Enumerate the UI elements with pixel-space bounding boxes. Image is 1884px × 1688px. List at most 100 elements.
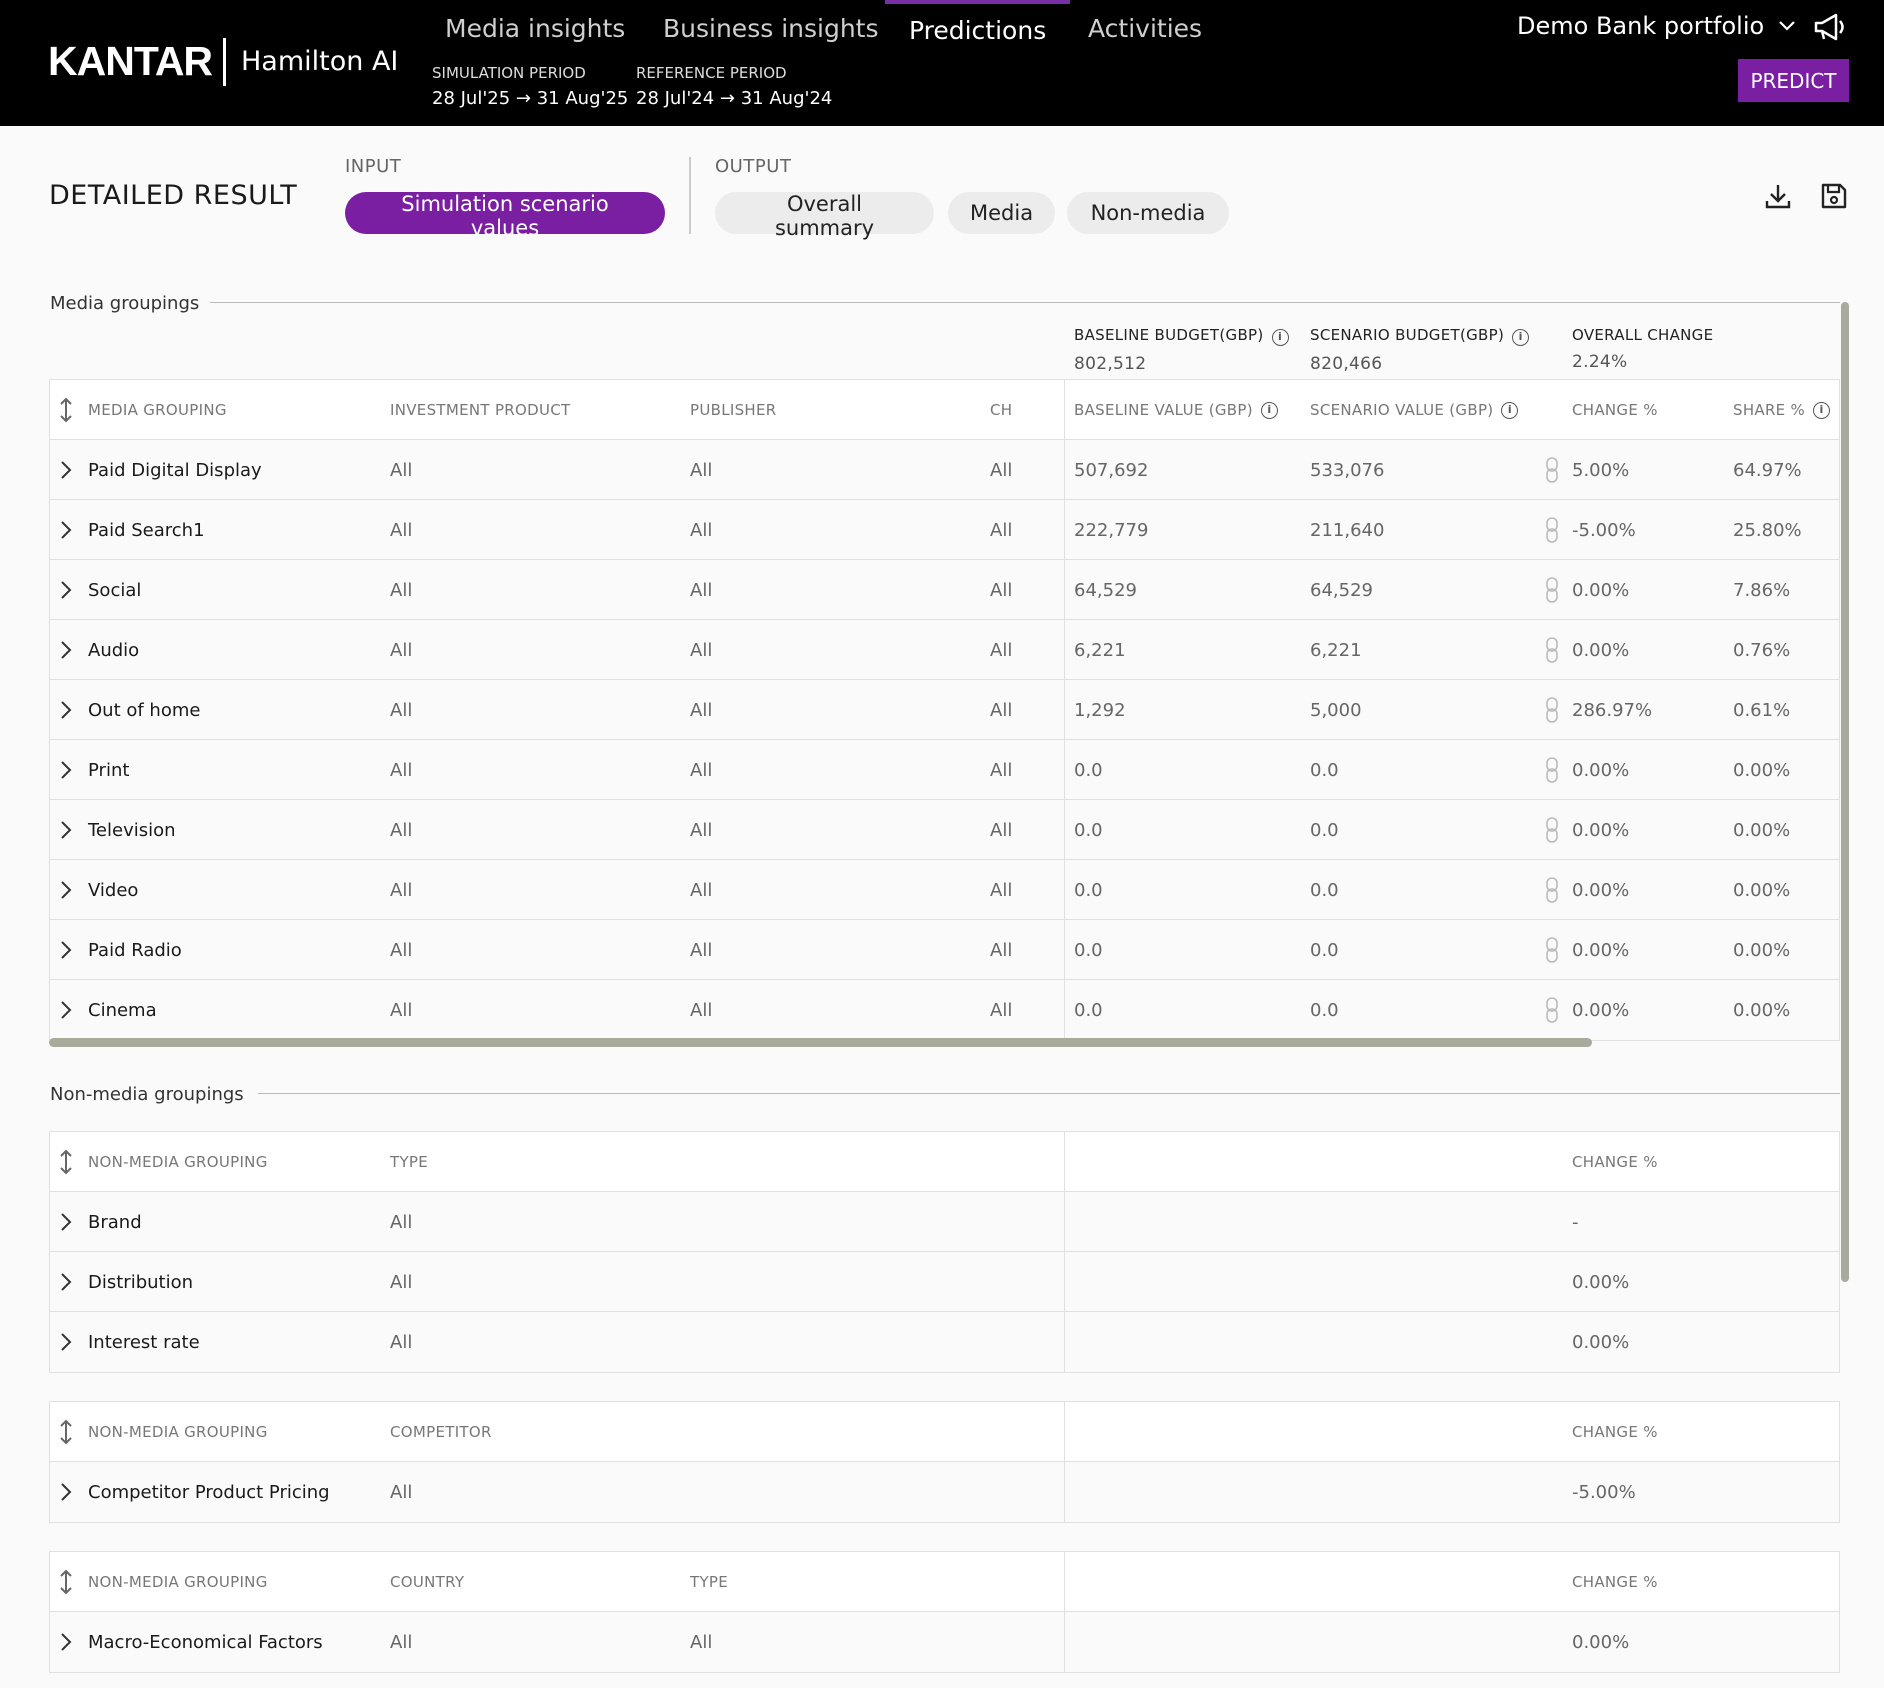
chevron-right-icon[interactable] (56, 758, 76, 782)
link-icon[interactable] (1544, 756, 1560, 784)
table-row[interactable]: Paid Digital Display All All All 507,692 533,… (50, 440, 1839, 500)
column-divider (1064, 1312, 1065, 1372)
chevron-right-icon[interactable] (56, 938, 76, 962)
nav-activities[interactable]: Activities (1088, 13, 1203, 43)
nav-predictions[interactable]: Predictions (885, 0, 1071, 56)
investment-product-cell: All (390, 879, 413, 901)
change-cell: 0.00% (1572, 819, 1630, 841)
download-icon[interactable] (1762, 180, 1794, 212)
table-row[interactable]: Video All All All 0.0 0.0 0.00% 0.00% (50, 860, 1839, 920)
link-icon[interactable] (1544, 816, 1560, 844)
column-header[interactable]: COUNTRY (390, 1573, 465, 1591)
table-row[interactable]: Print All All All 0.0 0.0 0.00% 0.00% (50, 740, 1839, 800)
portfolio-selector[interactable]: Demo Bank portfolio (1517, 12, 1796, 40)
sort-icon[interactable] (56, 396, 76, 424)
table-row[interactable]: Audio All All All 6,221 6,221 0.00% 0.76% (50, 620, 1839, 680)
chevron-right-icon[interactable] (56, 1630, 76, 1654)
table-row[interactable]: Paid Search1 All All All 222,779 211,640 -5.00… (50, 500, 1839, 560)
investment-product-cell: All (390, 939, 413, 961)
chevron-right-icon[interactable] (56, 818, 76, 842)
table-row[interactable]: Macro-Economical Factors All All 0.00% (50, 1612, 1839, 1672)
chevron-right-icon[interactable] (56, 458, 76, 482)
column-header[interactable]: INVESTMENT PRODUCT (390, 401, 571, 419)
column-header[interactable]: CHANGE % (1572, 1153, 1658, 1171)
ch-cell: All (990, 939, 1013, 961)
info-icon[interactable]: i (1813, 401, 1831, 419)
table-row[interactable]: Out of home All All All 1,292 5,000 286.97% 0.6… (50, 680, 1839, 740)
link-icon[interactable] (1544, 636, 1560, 664)
chevron-right-icon[interactable] (56, 1210, 76, 1234)
chevron-right-icon[interactable] (56, 518, 76, 542)
chevron-right-icon[interactable] (56, 638, 76, 662)
column-header[interactable]: TYPE (390, 1153, 429, 1171)
column-header[interactable]: PUBLISHER (690, 401, 777, 419)
column-header[interactable]: BASELINE VALUE (GBP) i (1074, 380, 1278, 440)
link-icon[interactable] (1544, 456, 1560, 484)
horizontal-scrollbar[interactable] (49, 1038, 1592, 1047)
column-header[interactable]: SHARE % i (1733, 380, 1831, 440)
nav-media-insights[interactable]: Media insights (445, 13, 626, 43)
nav-business-insights[interactable]: Business insights (663, 13, 879, 43)
tab-non-media[interactable]: Non-media (1067, 192, 1229, 234)
column-header-label: SHARE % (1733, 401, 1806, 419)
link-icon[interactable] (1544, 936, 1560, 964)
sort-icon[interactable] (56, 1418, 76, 1446)
vertical-scrollbar[interactable] (1841, 302, 1849, 1282)
table-row[interactable]: Distribution All 0.00% (50, 1252, 1839, 1312)
sort-icon[interactable] (56, 1148, 76, 1176)
publisher-cell: All (690, 759, 713, 781)
chevron-right-icon[interactable] (56, 1270, 76, 1294)
info-icon[interactable]: i (1501, 401, 1519, 419)
column-header[interactable]: SCENARIO VALUE (GBP) i (1310, 380, 1519, 440)
info-icon[interactable]: i (1512, 329, 1530, 346)
column-divider (1064, 860, 1065, 919)
table-row[interactable]: Interest rate All 0.00% (50, 1312, 1839, 1372)
link-icon[interactable] (1544, 876, 1560, 904)
link-icon[interactable] (1544, 696, 1560, 724)
table-row[interactable]: Television All All All 0.0 0.0 0.00% 0.00% (50, 800, 1839, 860)
table-row[interactable]: Brand All - (50, 1192, 1839, 1252)
column-header[interactable]: CHANGE % (1572, 1573, 1658, 1591)
table-row[interactable]: Social All All All 64,529 64,529 0.00% 7.86% (50, 560, 1839, 620)
column-header[interactable]: CH (990, 401, 1013, 419)
info-icon[interactable]: i (1260, 401, 1278, 419)
chevron-right-icon[interactable] (56, 998, 76, 1022)
sort-icon[interactable] (56, 1568, 76, 1596)
column-header[interactable]: TYPE (690, 1573, 729, 1591)
tab-overall-summary[interactable]: Overall summary (715, 192, 934, 240)
column-header[interactable]: COMPETITOR (390, 1423, 492, 1441)
chevron-right-icon[interactable] (56, 1480, 76, 1504)
publisher-cell: All (690, 939, 713, 961)
predict-button[interactable]: PREDICT (1738, 59, 1849, 102)
change-cell: -5.00% (1572, 519, 1636, 541)
column-header[interactable]: MEDIA GROUPING (88, 401, 227, 419)
investment-product-cell: All (390, 579, 413, 601)
tab-simulation-scenario-values[interactable]: Simulation scenario values (345, 192, 665, 240)
table-row[interactable]: Paid Radio All All All 0.0 0.0 0.00% 0.00% (50, 920, 1839, 980)
megaphone-icon[interactable] (1812, 12, 1850, 42)
baseline-value-cell: 0.0 (1074, 819, 1103, 841)
info-icon[interactable]: i (1271, 329, 1289, 346)
input-label: INPUT (345, 156, 402, 177)
link-icon[interactable] (1544, 996, 1560, 1024)
investment-product-cell: All (390, 699, 413, 721)
column-header[interactable]: NON-MEDIA GROUPING (88, 1573, 268, 1591)
link-icon[interactable] (1544, 516, 1560, 544)
column-header[interactable]: NON-MEDIA GROUPING (88, 1423, 268, 1441)
media-grouping-name: Paid Digital Display (88, 459, 262, 481)
column-header[interactable]: CHANGE % (1572, 401, 1658, 419)
link-icon[interactable] (1544, 576, 1560, 604)
save-icon[interactable] (1818, 180, 1850, 212)
column-header[interactable]: NON-MEDIA GROUPING (88, 1153, 268, 1171)
chevron-right-icon[interactable] (56, 1330, 76, 1354)
chevron-right-icon[interactable] (56, 878, 76, 902)
column-header[interactable]: CHANGE % (1572, 1423, 1658, 1441)
share-cell: 0.61% (1733, 699, 1791, 721)
tab-media[interactable]: Media (948, 192, 1055, 234)
investment-product-cell: All (390, 759, 413, 781)
table-row[interactable]: Competitor Product Pricing All -5.00% (50, 1462, 1839, 1522)
baseline-budget-label: BASELINE BUDGET(GBP) (1074, 326, 1264, 344)
chevron-right-icon[interactable] (56, 698, 76, 722)
table-row[interactable]: Cinema All All All 0.0 0.0 0.00% 0.00% (50, 980, 1839, 1040)
chevron-right-icon[interactable] (56, 578, 76, 602)
